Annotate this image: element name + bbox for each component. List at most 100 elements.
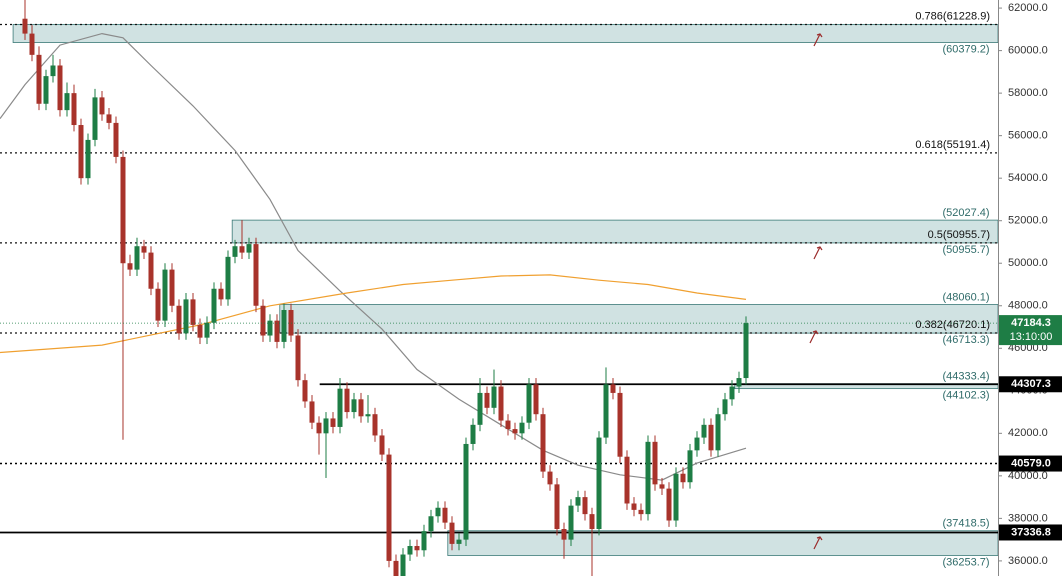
y-tick-label: 62000.0 [1008,2,1048,14]
candle-body [526,384,532,423]
candle-body [414,546,420,551]
zone [12,24,999,43]
candle-body [603,384,609,438]
candle-body [309,401,315,423]
candle-body [281,310,287,342]
candle-body [645,441,651,515]
candle-body [225,256,231,300]
candle-body [127,263,133,270]
candle-body [540,414,546,472]
y-tick-label: 50000.0 [1008,257,1048,269]
candle-body [197,324,203,338]
candle-body [589,514,595,530]
candle-body [708,424,714,451]
candle-body [456,539,462,544]
candle-body [512,429,518,434]
candle-body [169,269,175,306]
candle-body [736,378,742,387]
plot: (60379.2) (52027.4) (50955.7) (48060.1) (467… [0,0,999,576]
candle-body [701,424,707,438]
candle-body [323,418,329,434]
candle-body [372,414,378,436]
arrow [813,33,823,47]
candle-body [470,424,476,444]
zone [231,219,999,244]
arrows [809,33,823,550]
candle-body [442,507,448,523]
arrow [813,246,823,260]
candle-body [64,93,70,111]
arrow [813,536,823,550]
candle-body [274,320,280,342]
candle-body [57,65,63,111]
candle-body [435,507,441,517]
candle-body [50,65,56,77]
candle-body [596,437,602,530]
arrow [809,330,819,344]
candle-body [659,484,665,489]
candle-body [631,503,637,510]
candle-body [295,335,301,381]
candle-body [484,392,490,408]
candle-body [694,437,700,451]
fib-label: 0.382(46720.1) [915,319,990,331]
candle-body [680,473,686,483]
candle-body [561,529,567,540]
candle-body [246,244,252,253]
candle-body [463,443,469,540]
price-tag [999,524,1062,541]
candle-body [162,269,168,321]
y-tick-label: 36000.0 [1008,555,1048,567]
zone-label: (44333.4) [942,371,989,383]
fib-label: 0.5(50955.7) [928,229,990,241]
candle-body [638,509,644,515]
candle-body [155,288,161,321]
candle-body [652,441,658,485]
candle-body [519,422,525,434]
candle-body [673,473,679,521]
candle-body [379,435,385,455]
candle-body [554,484,560,530]
candle-body [386,454,392,561]
candle-body [344,388,350,413]
price-tag-label: 37336.8 [1011,526,1051,538]
candle-body [624,456,630,504]
y-tick-label: 58000.0 [1008,87,1048,99]
y-tick-label: 60000.0 [1008,45,1048,57]
candle-body [85,139,91,179]
candle-body [337,388,343,427]
candle-body [232,246,238,257]
candle-body [715,414,721,451]
zone-label: (36253.7) [942,556,989,568]
candle-body [134,246,140,270]
price-tag [999,376,1062,393]
y-tick-label: 40000.0 [1008,470,1048,482]
fib-label: 0.618(55191.4) [915,139,990,151]
candle-body [358,399,364,417]
zone-label: (50955.7) [942,244,989,256]
candle-body [176,305,182,334]
candle-body [365,414,371,417]
candle-body [260,305,266,336]
candle-body [302,380,308,402]
candle-body [498,386,504,421]
candle-body [148,252,154,289]
zone-label: (52027.4) [942,207,989,219]
candle-body [120,156,126,264]
candle-body [568,505,574,540]
candle-body [421,531,427,551]
y-tick-label: 52000.0 [1008,215,1048,227]
fib-label: 0.786(61228.9) [915,10,990,22]
y-tick-label: 42000.0 [1008,427,1048,439]
candle-body [743,323,749,379]
candle-body [729,386,735,400]
candle-body [407,546,413,555]
moving-average [0,32,747,481]
candle-body [211,288,217,323]
y-tick-label: 56000.0 [1008,130,1048,142]
candle-body [106,114,112,123]
price-axis-bg [998,0,1062,576]
zone [447,530,999,556]
